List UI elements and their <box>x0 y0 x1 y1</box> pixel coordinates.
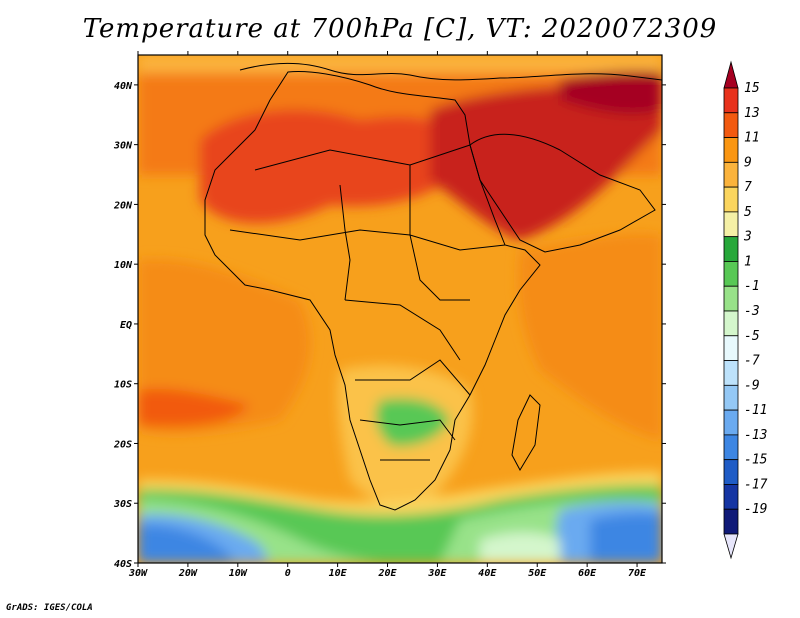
lon-tick-label: 10W <box>229 568 248 579</box>
lat-tick-label: 10N <box>114 260 133 271</box>
lon-tick-label: 50E <box>528 568 547 579</box>
colorbar-level-label: 9 <box>744 155 752 170</box>
colorbar-swatch <box>723 508 739 535</box>
plot-frame <box>137 54 663 564</box>
temperature-field <box>138 55 662 563</box>
colorbar-level-label: 3 <box>743 230 752 245</box>
colorbar-level-label: -9 <box>744 378 760 393</box>
colorbar-swatch <box>723 384 739 411</box>
latitude-axis: 40N 30N 20N 10N EQ 10S 20S 30S 40S <box>113 81 666 570</box>
colorbar-swatch <box>723 87 739 114</box>
colorbar-swatch <box>723 409 739 436</box>
colorbar-bottom-arrow <box>723 533 739 560</box>
colorbar-level-label: -17 <box>744 477 768 492</box>
lon-tick-label: 10E <box>329 568 348 579</box>
colorbar-level-label: 1 <box>744 254 752 269</box>
colorbar-level-label: -19 <box>744 502 767 517</box>
colorbar-swatch <box>723 211 739 238</box>
lat-tick-label: 40N <box>114 81 133 92</box>
lat-tick-label: 10S <box>114 380 132 391</box>
lon-tick-label: 20E <box>377 568 397 579</box>
colorbar-level-label: -15 <box>744 453 768 468</box>
lat-tick-label: 20N <box>113 200 133 211</box>
colorbar-swatch <box>723 335 739 361</box>
colorbar-level-label: -13 <box>744 428 767 443</box>
colorbar-level-label: 5 <box>744 205 752 220</box>
longitude-axis: 30W 20W 10W 0 10E 20E 30E 40E 50E 60E 70E <box>128 51 647 579</box>
colorbar-level-label: -5 <box>744 329 760 344</box>
lat-tick-label: 30N <box>113 141 133 152</box>
colorbar-swatch <box>723 112 739 138</box>
colorbar-swatch <box>723 236 739 262</box>
colorbar-top-arrow <box>723 60 739 89</box>
colorbar-swatch <box>723 186 739 213</box>
lon-tick-label: 20W <box>178 568 198 579</box>
coastlines <box>204 62 662 511</box>
lon-tick-label: 40E <box>478 568 497 579</box>
colorbar-swatch <box>723 434 739 461</box>
lat-tick-label: 30S <box>113 499 132 510</box>
map-title: Temperature at 700hPa [C], VT: 202007230… <box>82 14 718 44</box>
lat-tick-label: EQ <box>120 320 132 331</box>
colorbar-level-label: -1 <box>744 279 760 294</box>
colorbar-swatch <box>723 484 739 510</box>
lat-tick-label: 40S <box>114 559 132 570</box>
colorbar-level-label: 13 <box>744 106 760 121</box>
colorbar-swatch <box>723 137 739 163</box>
credit-text: GrADS: IGES/COLA <box>6 603 93 613</box>
colorbar-swatch <box>723 161 739 188</box>
lon-tick-label: 70E <box>628 568 647 579</box>
colorbar: 15 13 11 9 7 5 3 1 -1 -3 -5 -7 -9 -11 -13 -15 -17 -19 <box>723 60 768 560</box>
lon-tick-label: 30W <box>128 568 148 579</box>
colorbar-swatch <box>723 459 739 485</box>
lon-tick-label: 60E <box>578 568 597 579</box>
colorbar-level-label: 15 <box>744 81 760 96</box>
colorbar-level-label: -3 <box>744 304 760 319</box>
colorbar-swatch <box>723 310 739 337</box>
lon-tick-label: 0 <box>285 568 291 579</box>
colorbar-level-label: 11 <box>744 131 760 146</box>
lon-tick-label: 30E <box>427 568 447 579</box>
colorbar-swatch <box>723 261 739 287</box>
colorbar-level-label: -7 <box>744 354 760 369</box>
colorbar-level-label: 7 <box>744 180 752 195</box>
colorbar-swatch <box>723 360 739 386</box>
colorbar-level-label: -11 <box>744 403 767 418</box>
colorbar-swatch <box>723 285 739 312</box>
lat-tick-label: 20S <box>113 439 132 450</box>
